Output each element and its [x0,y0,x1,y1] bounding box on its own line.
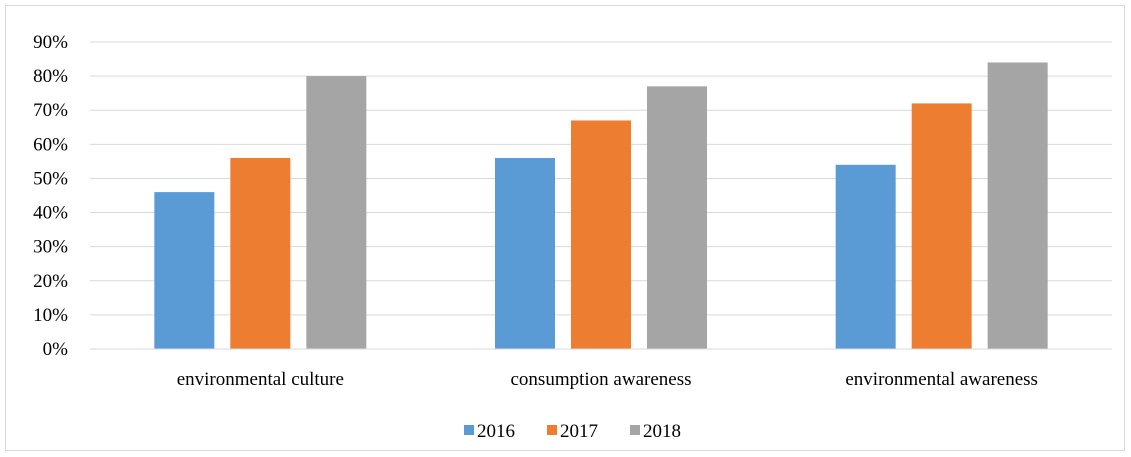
y-tick-label: 90% [33,32,68,53]
y-tick-label: 30% [33,237,68,258]
bar-2018-1 [647,86,707,349]
x-category-label: environmental culture [177,369,344,390]
legend-label-2017: 2017 [560,421,598,442]
legend-swatch-2016 [464,425,474,435]
y-tick-label: 60% [33,134,68,155]
y-tick-label: 20% [33,271,68,292]
legend-label-2018: 2018 [643,421,681,442]
legend: 2016 2017 2018 [464,421,681,442]
bar-2017-2 [911,103,972,350]
bar-2018-2 [987,62,1048,349]
y-tick-label: 10% [33,305,68,326]
x-category-label: environmental awareness [845,369,1038,390]
legend-label-2016: 2016 [477,421,515,442]
bar-2018-0 [306,76,367,349]
y-tick-label: 70% [33,100,68,121]
x-category-label: consumption awareness [511,369,692,390]
bar-2016-0 [154,192,215,349]
bar-2017-1 [571,120,631,349]
bar-2017-0 [230,157,291,349]
bar-2016-2 [835,164,896,349]
legend-swatch-2018 [630,425,640,435]
x-axis: environmental culture consumption awarene… [90,348,1112,390]
y-tick-label: 50% [33,168,68,189]
y-tick-label: 0% [43,339,69,360]
y-axis: 0% 10% 20% 30% 40% 50% 60% 70% 80% 90% [33,32,68,360]
y-tick-label: 40% [33,203,68,224]
bar-2016-1 [495,157,555,349]
bars [154,62,1048,350]
legend-swatch-2017 [547,425,557,435]
y-tick-label: 80% [33,66,68,87]
